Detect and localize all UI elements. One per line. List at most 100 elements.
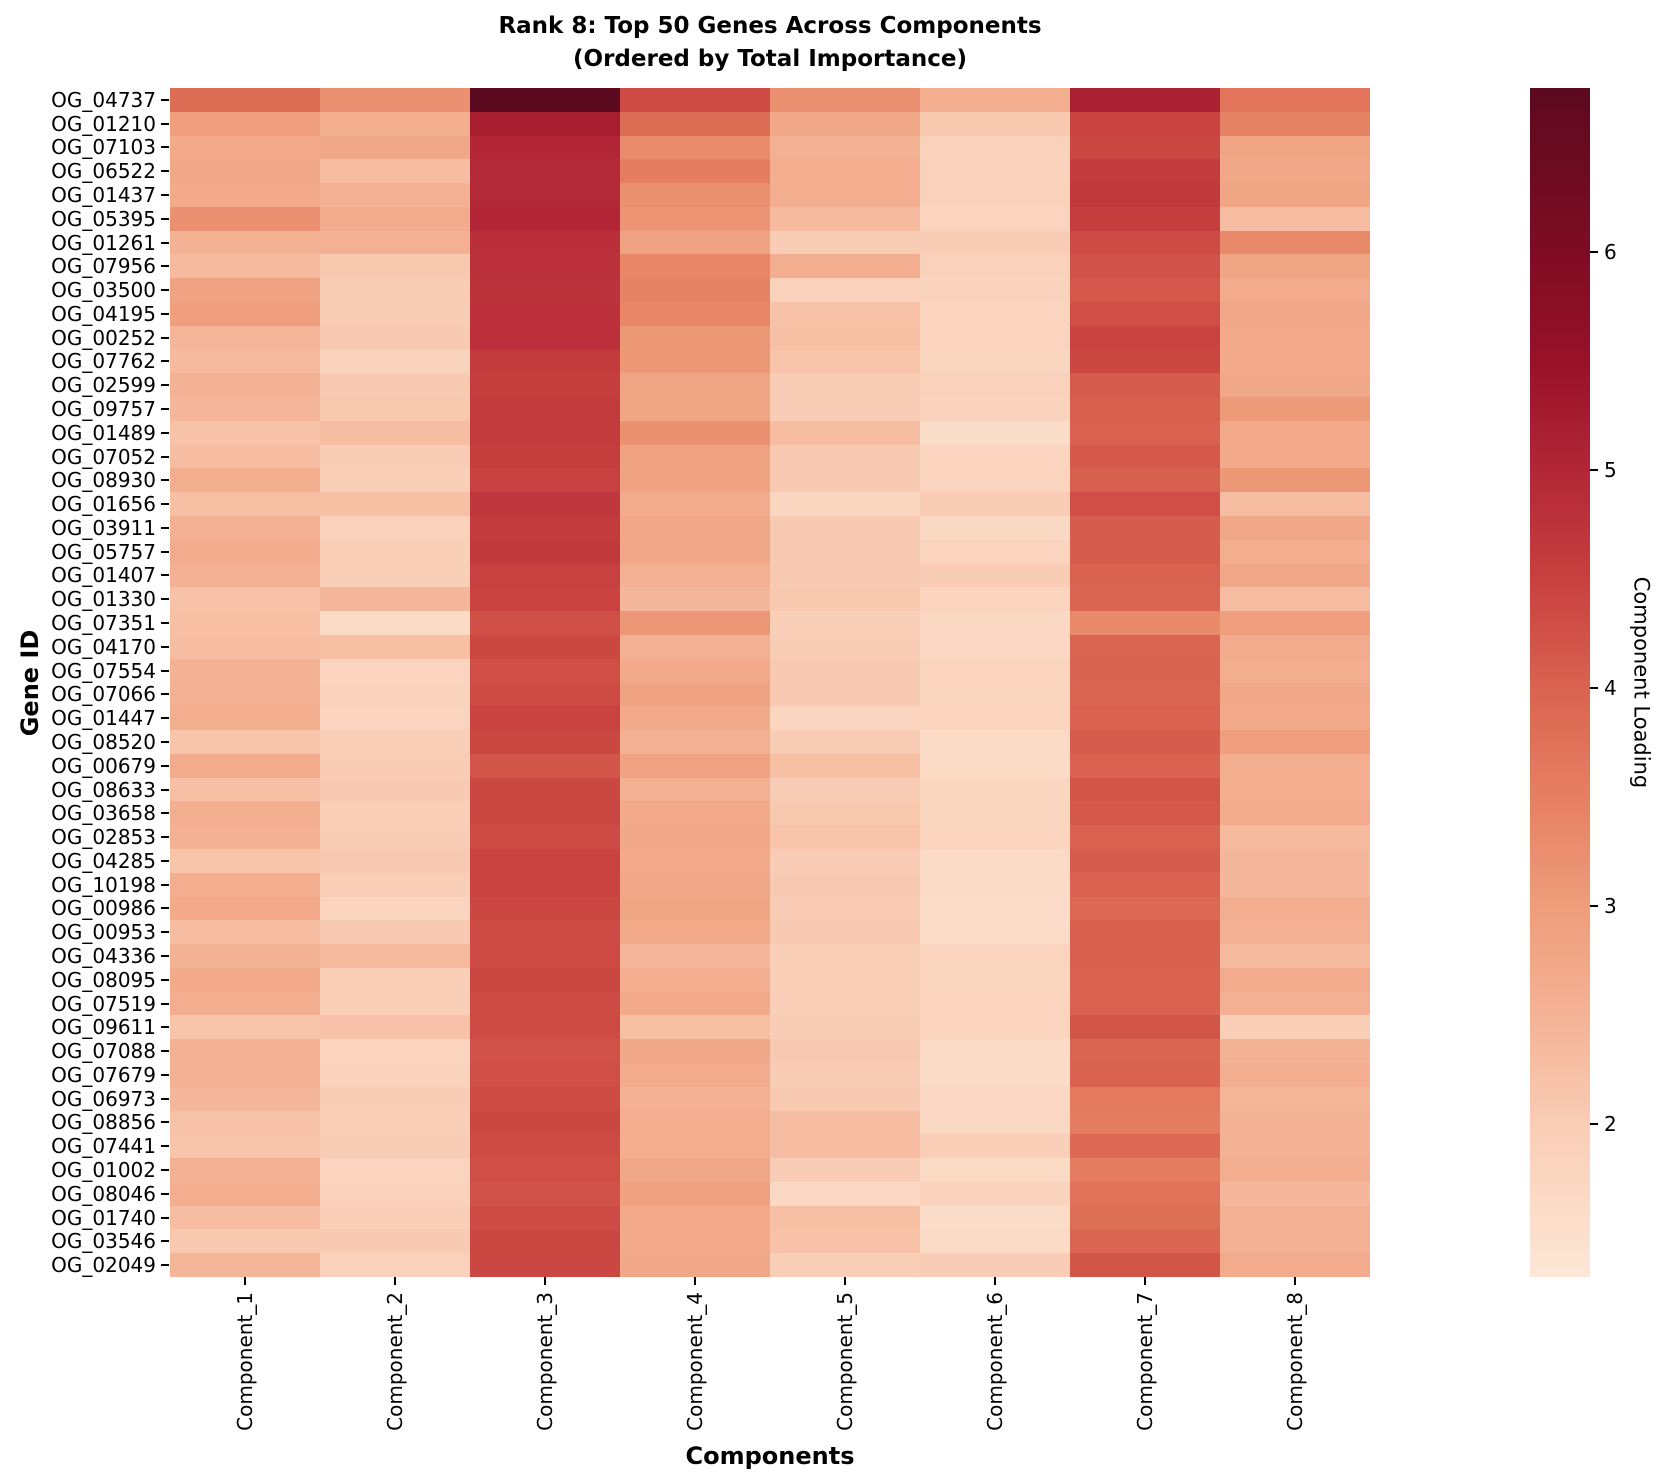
heatmap-cell	[920, 1039, 1070, 1063]
heatmap-cell	[1070, 682, 1220, 707]
heatmap-cell	[620, 135, 770, 160]
x-tick-label: Component_6	[983, 1292, 1007, 1431]
y-tick-mark	[161, 265, 169, 268]
heatmap-cell	[320, 991, 470, 1016]
heatmap-cell	[470, 349, 620, 374]
heatmap-cell	[470, 1253, 620, 1277]
heatmap-cell	[620, 111, 770, 136]
heatmap-cell	[1220, 991, 1370, 1016]
y-tick-mark	[161, 1264, 169, 1267]
heatmap-cell	[470, 516, 620, 540]
heatmap-cell	[1220, 420, 1370, 445]
heatmap-cell	[470, 278, 620, 303]
heatmap-cell	[470, 753, 620, 778]
heatmap-cell	[620, 801, 770, 826]
heatmap-cell	[920, 825, 1070, 849]
y-tick-mark	[161, 1121, 169, 1124]
heatmap-cell	[170, 88, 320, 112]
heatmap-cell	[320, 1062, 470, 1087]
y-tick-label: OG_02853	[51, 825, 156, 850]
y-tick-label: OG_01210	[51, 111, 156, 136]
heatmap-cell	[470, 658, 620, 683]
heatmap-cell	[170, 278, 320, 303]
chart-title-line2: (Ordered by Total Importance)	[573, 46, 967, 72]
heatmap-cell	[320, 159, 470, 184]
heatmap-cell	[620, 753, 770, 778]
colorbar-tick-mark	[1590, 905, 1598, 908]
heatmap-cell	[770, 302, 920, 326]
heatmap-cell	[170, 1253, 320, 1277]
heatmap-cell	[620, 254, 770, 279]
y-tick-label: OG_03546	[51, 1229, 156, 1254]
heatmap-cell	[920, 920, 1070, 945]
heatmap-cell	[320, 397, 470, 421]
heatmap-cell	[320, 730, 470, 754]
heatmap-cell	[470, 135, 620, 160]
y-tick-mark	[161, 1097, 169, 1100]
heatmap-cell	[920, 730, 1070, 754]
y-tick-label: OG_10198	[51, 872, 156, 897]
heatmap-cell	[1220, 611, 1370, 635]
heatmap-cell	[470, 1086, 620, 1111]
heatmap-cell	[1220, 206, 1370, 231]
heatmap-cell	[620, 183, 770, 207]
heatmap-cell	[170, 872, 320, 897]
y-tick-label: OG_01656	[51, 492, 156, 517]
heatmap-cell	[770, 944, 920, 968]
heatmap-cell	[1220, 539, 1370, 564]
x-tick-mark	[244, 1277, 246, 1285]
heatmap-cell	[470, 611, 620, 635]
x-tick-mark	[544, 1277, 546, 1285]
heatmap-cell	[620, 1039, 770, 1063]
heatmap-cell	[920, 1015, 1070, 1040]
heatmap-cell	[620, 1229, 770, 1254]
heatmap-cell	[620, 658, 770, 683]
y-tick-label: OG_07956	[51, 254, 156, 279]
heatmap-cell	[920, 1062, 1070, 1087]
heatmap-cell	[920, 1205, 1070, 1230]
heatmap-cell	[1070, 1181, 1220, 1206]
y-tick-label: OG_07554	[51, 658, 156, 683]
y-tick-mark	[161, 836, 169, 839]
y-tick-mark	[161, 788, 169, 791]
heatmap-cell	[1220, 1229, 1370, 1254]
heatmap-cell	[170, 159, 320, 184]
y-tick-mark	[161, 954, 169, 957]
y-tick-mark	[161, 717, 169, 720]
heatmap-cell	[620, 1181, 770, 1206]
y-tick-label: OG_04336	[51, 943, 156, 968]
heatmap-cell	[1220, 1110, 1370, 1135]
heatmap-cell	[620, 444, 770, 469]
heatmap-cell	[320, 1229, 470, 1254]
x-axis-title: Components	[685, 1442, 855, 1470]
x-tick-label: Component_4	[683, 1292, 707, 1431]
heatmap-cell	[470, 1015, 620, 1040]
heatmap-cell	[170, 444, 320, 469]
heatmap-cell	[1220, 967, 1370, 992]
heatmap-cell	[920, 420, 1070, 445]
y-tick-label: OG_09611	[51, 1015, 156, 1040]
y-tick-label: OG_00252	[51, 325, 156, 350]
heatmap-cell	[920, 1253, 1070, 1277]
heatmap-cell	[320, 967, 470, 992]
heatmap-cell	[770, 111, 920, 136]
y-tick-mark	[161, 289, 169, 292]
y-tick-mark	[161, 574, 169, 577]
y-tick-mark	[161, 526, 169, 529]
heatmap-cell	[770, 801, 920, 826]
heatmap-cell	[920, 1134, 1070, 1159]
heatmap-cell	[320, 230, 470, 255]
heatmap-cell	[920, 183, 1070, 207]
colorbar-tick-mark	[1590, 1123, 1598, 1126]
y-tick-mark	[161, 408, 169, 411]
heatmap-cell	[920, 1110, 1070, 1135]
y-tick-mark	[161, 431, 169, 434]
heatmap-cell	[1070, 801, 1220, 826]
heatmap-cell	[770, 444, 920, 469]
heatmap-cell	[1070, 135, 1220, 160]
heatmap-cell	[320, 920, 470, 945]
heatmap-cell	[470, 706, 620, 731]
heatmap-cell	[770, 1062, 920, 1087]
heatmap-cell	[770, 183, 920, 207]
heatmap-cell	[770, 1086, 920, 1111]
